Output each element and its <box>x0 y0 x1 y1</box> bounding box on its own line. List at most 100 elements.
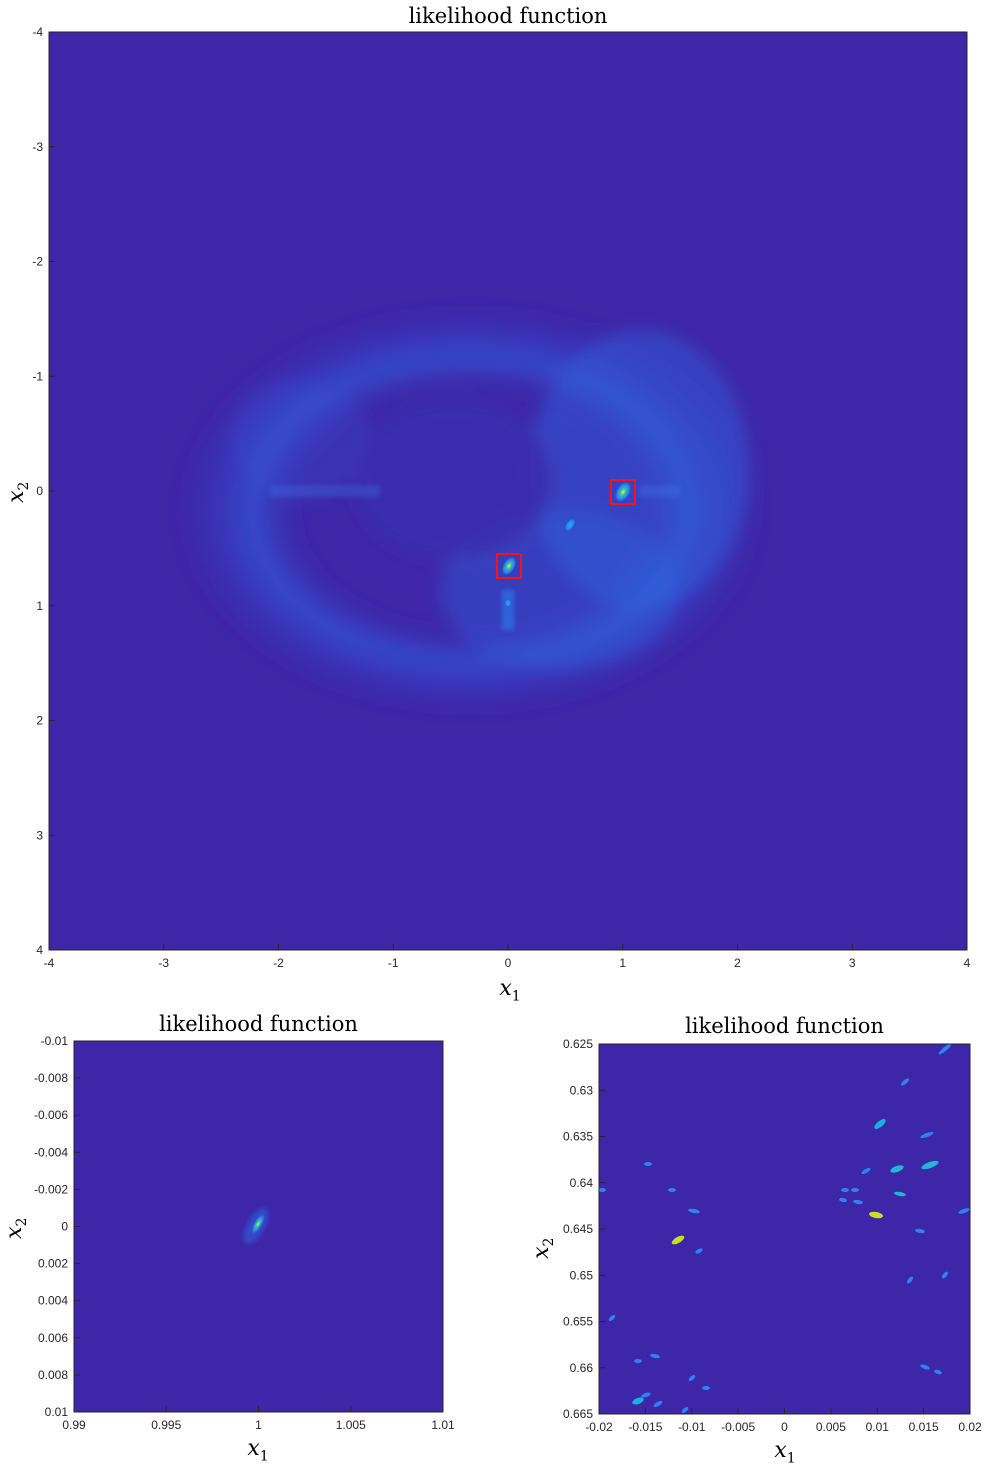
xtick-label: 1 <box>619 956 626 970</box>
zoom2-plot-area <box>599 1044 970 1414</box>
zoom2-blob <box>920 1131 934 1139</box>
ytick-label: 0.635 <box>563 1130 593 1144</box>
xtick-label: -0.02 <box>585 1420 613 1434</box>
highlight-box-2 <box>496 553 522 579</box>
ytick-label: 0.645 <box>563 1222 593 1236</box>
zoom2-blob <box>851 1188 859 1192</box>
xtick-label: -4 <box>44 956 55 970</box>
ytick-label: -0.004 <box>34 1145 68 1159</box>
xtick-label: 1 <box>255 1418 262 1432</box>
xtick-label: 0.99 <box>62 1418 86 1432</box>
ytick-label: -0.01 <box>41 1034 69 1048</box>
ytick-label: 1 <box>36 599 43 613</box>
zoom1-peak <box>251 1214 265 1234</box>
xtick-label: -0.01 <box>678 1420 706 1434</box>
zoom2-ylabel: x2 <box>528 1237 558 1259</box>
xtick-label: 1.01 <box>431 1418 455 1432</box>
zoom2-blob <box>915 1228 925 1234</box>
ytick-label: 0 <box>36 484 43 498</box>
main-chart-title: likelihood function <box>408 4 608 28</box>
ytick-label: -0.002 <box>34 1182 68 1196</box>
zoom2-blob <box>695 1248 703 1254</box>
zoom2-blob <box>920 1364 930 1370</box>
ytick-label: -4 <box>32 25 43 39</box>
zoom2-blob <box>650 1353 660 1359</box>
ytick-label: 0.63 <box>570 1083 594 1097</box>
zoom2-blob <box>641 1392 651 1398</box>
xtick-label: 1.005 <box>336 1418 366 1432</box>
ytick-label: -2 <box>32 255 43 269</box>
xtick-label: 0.005 <box>816 1420 846 1434</box>
highlight-box-1 <box>610 479 636 505</box>
zoom2-blob <box>921 1160 939 1170</box>
xtick-label: 0.015 <box>909 1420 939 1434</box>
ytick-label: 0 <box>61 1220 68 1234</box>
xtick-label: 4 <box>964 956 971 970</box>
zoom2-ticks: -0.02 -0.015 -0.01 -0.005 0 0.005 0.01 0.015 0.0… <box>563 1037 982 1434</box>
zoom2-blob <box>681 1407 689 1413</box>
zoom1-ylabel: x2 <box>1 1217 31 1239</box>
xtick-label: 0 <box>781 1420 788 1434</box>
zoom2-blob <box>644 1162 652 1166</box>
ytick-label: 0.65 <box>570 1268 594 1282</box>
xtick-label: -0.015 <box>628 1420 662 1434</box>
ytick-label: 0.01 <box>45 1405 69 1419</box>
ytick-label: -3 <box>32 140 43 154</box>
zoom2-blob <box>839 1197 847 1203</box>
zoom2-blob <box>702 1386 710 1390</box>
main-xlabel: x1 <box>499 976 521 1005</box>
zoom2-blob <box>841 1188 849 1192</box>
zoom2-blob <box>653 1400 663 1408</box>
zoom2-blob <box>671 1235 685 1245</box>
xtick-label: 0.995 <box>151 1418 181 1432</box>
zoom1-ticks: 0.99 0.995 1 1.005 1.01 -0.01 -0.008 -0.006 -0.0… <box>34 1034 455 1432</box>
zoom2-blob <box>894 1191 906 1197</box>
zoom2-blob <box>688 1375 696 1381</box>
ytick-label: 0.006 <box>38 1331 68 1345</box>
zoom2-title: likelihood function <box>685 1014 884 1038</box>
zoom2-blob <box>688 1208 700 1214</box>
main-peak-1 <box>614 481 632 503</box>
zoom2-blob <box>869 1211 883 1219</box>
ytick-label: 0.655 <box>563 1315 593 1329</box>
zoom2-blob <box>668 1188 676 1192</box>
ytick-label: 0.004 <box>38 1294 68 1308</box>
ytick-label: 0.625 <box>563 1037 593 1051</box>
xtick-label: 2 <box>734 956 741 970</box>
ytick-label: 0.66 <box>570 1361 594 1375</box>
zoom2-blob <box>874 1118 886 1130</box>
zoom2-blob <box>938 1044 952 1055</box>
ytick-label: 0.64 <box>570 1176 594 1190</box>
xtick-label: -0.005 <box>721 1420 755 1434</box>
main-streaks <box>270 485 680 630</box>
ytick-label: -0.008 <box>34 1071 68 1085</box>
zoom2-blob <box>900 1078 910 1086</box>
zoom2-blob <box>853 1199 863 1205</box>
xtick-label: 0.02 <box>958 1420 982 1434</box>
zoom2-blob <box>958 1208 970 1214</box>
ytick-label: 4 <box>36 943 43 957</box>
ytick-label: 0.008 <box>38 1368 68 1382</box>
ytick-label: -0.006 <box>34 1108 68 1122</box>
zoom2-blobs <box>599 1044 970 1413</box>
zoom2-blob <box>632 1397 644 1405</box>
ytick-label: 0.665 <box>563 1407 593 1421</box>
zoom2-blob <box>907 1276 913 1284</box>
xtick-label: 3 <box>849 956 856 970</box>
zoom2-blob <box>634 1359 642 1363</box>
zoom2-blob <box>599 1188 606 1192</box>
ytick-label: 0.002 <box>38 1257 68 1271</box>
zoom1-xlabel: x1 <box>247 1436 269 1465</box>
ytick-label: -1 <box>32 369 43 383</box>
ytick-label: 2 <box>36 714 43 728</box>
xtick-label: -3 <box>158 956 169 970</box>
zoom2-blob <box>934 1369 942 1375</box>
zoom2-blob <box>861 1167 871 1175</box>
xtick-label: 0 <box>505 956 512 970</box>
zoom2-blob <box>942 1271 948 1279</box>
zoom2-xlabel: x1 <box>774 1438 796 1466</box>
xtick-label: -2 <box>273 956 284 970</box>
xtick-label: -1 <box>388 956 399 970</box>
